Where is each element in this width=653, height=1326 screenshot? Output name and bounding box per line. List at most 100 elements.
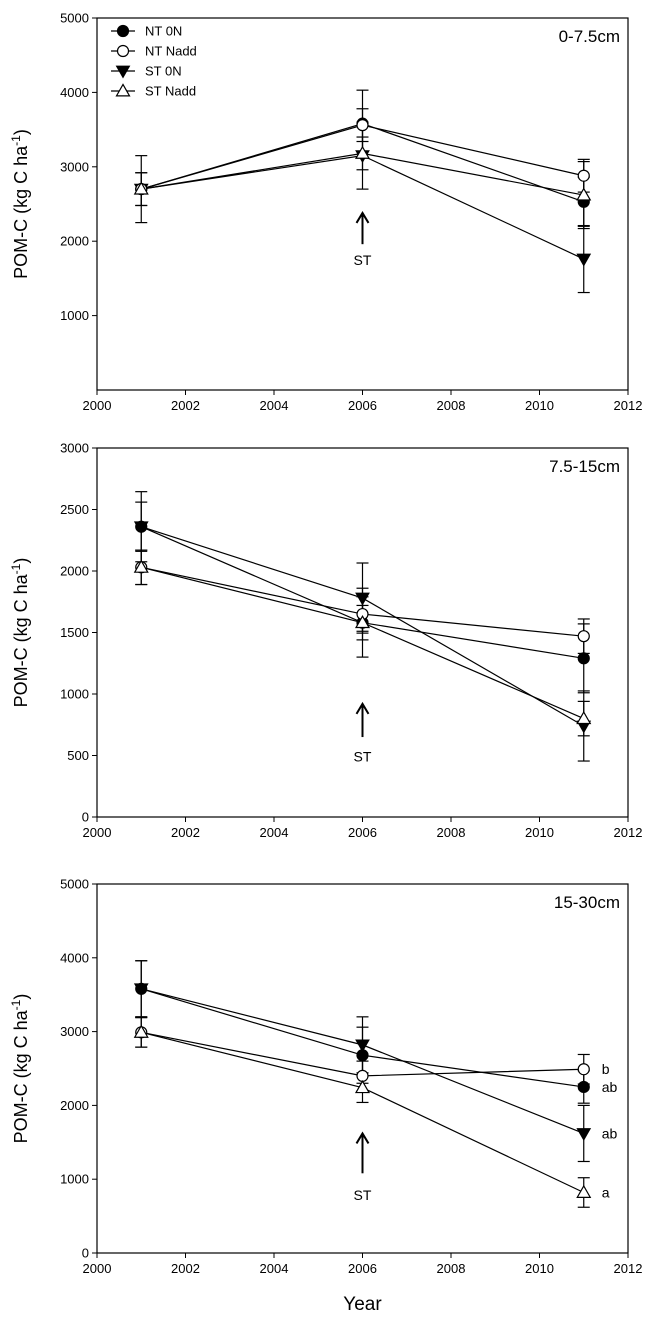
st-annotation-label: ST: [354, 252, 372, 268]
y-tick-label: 5000: [60, 11, 89, 26]
data-point-triangle-down-filled: [576, 253, 592, 267]
legend-marker-triangle-down-filled: [115, 65, 131, 79]
significance-letter: ab: [602, 1125, 618, 1141]
data-point-triangle-down-filled: [133, 983, 149, 997]
y-axis-label-superscript: -1: [9, 135, 23, 146]
data-point-triangle-down-filled: [355, 592, 370, 606]
y-axis-label: POM-C (kg C ha-1): [9, 558, 31, 708]
x-axis-label: Year: [343, 1294, 382, 1315]
data-point-triangle-up-open: [354, 1079, 371, 1094]
y-axis-label-close: ): [11, 129, 31, 135]
x-tick-label: 2002: [171, 1261, 200, 1276]
x-tick-label: 2000: [83, 398, 112, 413]
x-tick-label: 2012: [614, 398, 643, 413]
y-tick-label: 0: [82, 810, 89, 825]
x-tick-label: 2008: [437, 398, 466, 413]
y-tick-label: 2000: [60, 1098, 89, 1113]
data-point-triangle-down-filled: [576, 1128, 592, 1141]
st-arrow-head: [355, 701, 370, 715]
x-tick-label: 2010: [525, 1261, 554, 1276]
y-tick-label: 1500: [60, 625, 89, 640]
x-tick-label: 2008: [437, 1261, 466, 1276]
y-tick-label: 4000: [60, 85, 89, 100]
legend-marker-triangle-up-open: [115, 83, 131, 97]
x-tick-label: 2004: [260, 1261, 289, 1276]
chart-panel-1: 2000 2002 2004 2006 2008 2010 2012 1000 2000 3000…: [9, 11, 642, 414]
st-arrow-head: [355, 1131, 370, 1144]
significance-letter: a: [602, 1184, 610, 1200]
data-point-circle-open: [356, 119, 369, 132]
x-tick-label: 2004: [260, 398, 289, 413]
significance-letter: ab: [602, 1079, 618, 1095]
legend-marker-circle-filled: [116, 24, 130, 38]
y-axis-label: POM-C (kg C ha-1): [9, 994, 31, 1144]
y-axis-label-main: POM-C (kg C ha: [11, 1009, 31, 1143]
data-point-triangle-up-open: [576, 710, 592, 725]
y-tick-label: 3000: [60, 441, 89, 456]
data-point-triangle-up-open: [133, 559, 149, 573]
data-point-circle-filled: [577, 1080, 590, 1094]
data-point-triangle-up-open: [354, 614, 371, 629]
x-tick-label: 2008: [437, 825, 466, 840]
data-point-circle-filled: [577, 652, 590, 665]
significance-letter: b: [602, 1061, 610, 1077]
x-tick-label: 2012: [614, 1261, 643, 1276]
legend-marker-circle-open: [116, 44, 130, 58]
x-tick-label: 2002: [171, 398, 200, 413]
y-tick-label: 2500: [60, 502, 89, 517]
y-tick-label: 3000: [60, 159, 89, 174]
data-point-triangle-up-open: [576, 187, 592, 201]
y-tick-label: 2000: [60, 564, 89, 579]
x-tick-label: 2006: [348, 398, 377, 413]
x-tick-label: 2000: [83, 825, 112, 840]
data-point-triangle-up-open: [354, 145, 371, 159]
st-arrow-head: [355, 210, 370, 224]
y-axis-label-superscript: -1: [9, 999, 23, 1010]
panel-depth-label: 7.5-15cm: [549, 457, 620, 476]
data-point-triangle-up-open: [133, 181, 149, 195]
chart-panel-3: 2000 2002 2004 2006 2008 2010 2012 0 1000 2000 300…: [9, 877, 642, 1316]
y-tick-label: 5000: [60, 877, 89, 892]
y-tick-label: 1000: [60, 687, 89, 702]
data-point-triangle-up-open: [576, 1184, 592, 1198]
legend-entry-label: NT Nadd: [145, 44, 197, 59]
legend-entry-label: NT 0N: [145, 24, 182, 39]
data-point-circle-open: [577, 169, 590, 182]
y-tick-label: 1000: [60, 1172, 89, 1187]
y-axis-label-main: POM-C (kg C ha: [11, 573, 31, 707]
y-tick-label: 4000: [60, 950, 89, 965]
data-point-triangle-down-filled: [355, 1039, 370, 1053]
y-tick-label: 1000: [60, 308, 89, 323]
x-tick-label: 2010: [525, 825, 554, 840]
y-axis-label-close: ): [11, 994, 31, 1000]
x-tick-label: 2006: [348, 1261, 377, 1276]
legend-entry-label: ST Nadd: [145, 84, 196, 99]
data-point-circle-open: [577, 630, 590, 643]
y-axis-label: POM-C (kg C ha-1): [9, 129, 31, 279]
y-tick-label: 2000: [60, 234, 89, 249]
data-point-triangle-up-open: [133, 1024, 149, 1038]
y-axis-label-main: POM-C (kg C ha: [11, 145, 31, 279]
x-tick-label: 2002: [171, 825, 200, 840]
x-tick-label: 2012: [614, 825, 643, 840]
x-tick-label: 2004: [260, 825, 289, 840]
data-point-circle-open: [356, 1069, 369, 1082]
y-tick-label: 0: [82, 1246, 89, 1261]
panel-depth-label: 15-30cm: [554, 893, 620, 912]
st-annotation-label: ST: [354, 749, 372, 765]
st-annotation-label: ST: [354, 1187, 372, 1203]
y-axis-label-close: ): [11, 558, 31, 564]
x-tick-label: 2006: [348, 825, 377, 840]
chart-panel-2: 2000 2002 2004 2006 2008 2010 2012 0 500 1000 1500…: [9, 441, 642, 841]
legend-entry-label: ST 0N: [145, 64, 182, 79]
x-tick-label: 2000: [83, 1261, 112, 1276]
panel-depth-label: 0-7.5cm: [559, 27, 620, 46]
y-axis-label-superscript: -1: [9, 563, 23, 574]
y-tick-label: 500: [67, 748, 89, 763]
data-point-triangle-down-filled: [133, 521, 149, 535]
data-point-circle-open: [577, 1063, 590, 1076]
y-tick-label: 3000: [60, 1024, 89, 1039]
x-tick-label: 2010: [525, 398, 554, 413]
